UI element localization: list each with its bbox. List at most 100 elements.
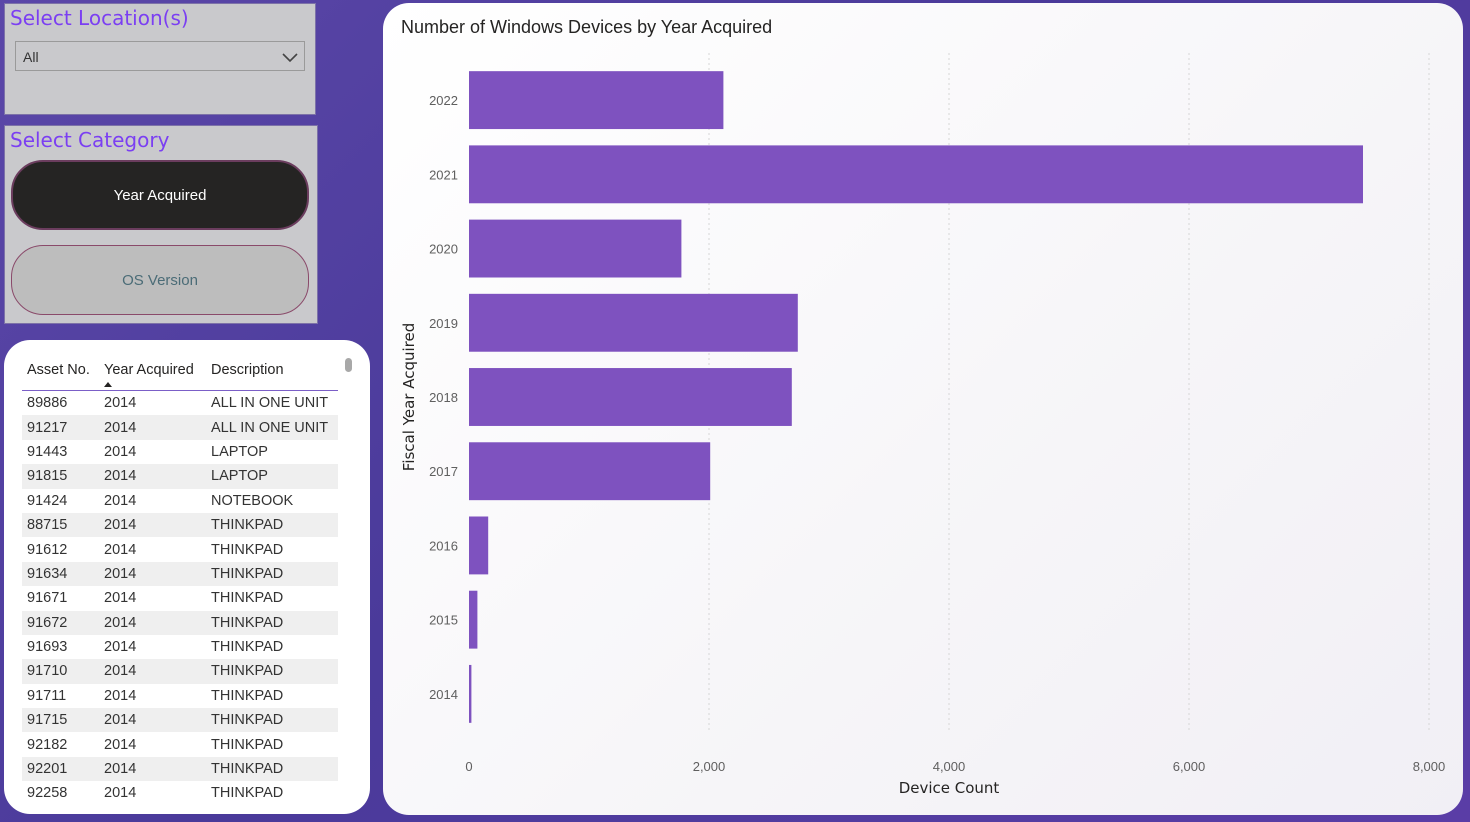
cell-asset-no: 91815 — [27, 468, 68, 485]
table-row[interactable]: 91710 2014 THINKPAD — [22, 659, 338, 684]
table-scrollbar[interactable] — [345, 358, 352, 372]
cell-year-acquired: 2014 — [104, 687, 137, 704]
column-header-asset-no[interactable]: Asset No. — [27, 362, 90, 378]
table-row[interactable]: 91612 2014 THINKPAD — [22, 537, 338, 562]
cell-year-acquired: 2014 — [104, 663, 137, 680]
table-body: 89886 2014 ALL IN ONE UNIT 91217 2014 ALL IN … — [22, 391, 338, 806]
year-acquired-button[interactable]: Year Acquired — [11, 160, 309, 230]
cell-asset-no: 91672 — [27, 614, 68, 631]
location-slicer-title: Select Location(s) — [10, 6, 189, 30]
cell-year-acquired: 2014 — [104, 614, 137, 631]
cell-asset-no: 91693 — [27, 639, 68, 656]
y-tick-label: 2015 — [429, 613, 458, 628]
cell-description: THINKPAD — [211, 565, 284, 582]
x-tick-label: 6,000 — [1173, 759, 1206, 774]
y-tick-label: 2018 — [429, 390, 458, 405]
column-header-year-acquired-label: Year Acquired — [104, 362, 194, 378]
cell-asset-no: 91634 — [27, 565, 68, 582]
table-row[interactable]: 91424 2014 NOTEBOOK — [22, 488, 338, 513]
bar-2015[interactable] — [469, 590, 478, 649]
column-header-description[interactable]: Description — [211, 362, 284, 378]
y-tick-label: 2021 — [429, 167, 458, 182]
cell-description: THINKPAD — [211, 517, 284, 534]
cell-asset-no: 91710 — [27, 663, 68, 680]
bar-2020[interactable] — [469, 219, 682, 278]
bar-2021[interactable] — [469, 145, 1363, 204]
cell-year-acquired: 2014 — [104, 785, 137, 802]
x-axis-title: Device Count — [899, 779, 1000, 797]
os-version-button[interactable]: OS Version — [11, 245, 309, 315]
table-row[interactable]: 92182 2014 THINKPAD — [22, 732, 338, 757]
cell-asset-no: 92182 — [27, 736, 68, 753]
table-row[interactable]: 91634 2014 THINKPAD — [22, 561, 338, 587]
cell-description: ALL IN ONE UNIT — [211, 419, 329, 436]
chart-title: Number of Windows Devices by Year Acquir… — [401, 17, 773, 37]
cell-year-acquired: 2014 — [104, 468, 137, 485]
category-slicer: Select Category Year Acquired OS Version — [4, 125, 318, 324]
cell-description: ALL IN ONE UNIT — [211, 395, 329, 412]
table-row[interactable]: 91672 2014 THINKPAD — [22, 610, 338, 635]
x-tick-label: 0 — [465, 759, 472, 774]
y-tick-label: 2022 — [429, 93, 458, 108]
cell-year-acquired: 2014 — [104, 419, 137, 436]
bar-2014[interactable] — [469, 664, 472, 723]
location-slicer: Select Location(s) All — [4, 3, 316, 115]
cell-year-acquired: 2014 — [104, 541, 137, 558]
table-row[interactable]: 92258 2014 THINKPAD — [22, 781, 338, 806]
y-tick-label: 2017 — [429, 464, 458, 479]
asset-table: Asset No. Year Acquired Description 8988… — [22, 358, 338, 806]
cell-year-acquired: 2014 — [104, 761, 137, 778]
cell-description: THINKPAD — [211, 687, 284, 704]
cell-year-acquired: 2014 — [104, 736, 137, 753]
bar-2022[interactable] — [469, 71, 724, 130]
bar-2019[interactable] — [469, 293, 798, 352]
cell-asset-no: 91671 — [27, 590, 68, 607]
cell-year-acquired: 2014 — [104, 443, 137, 460]
cell-asset-no: 91711 — [27, 687, 67, 704]
asset-table-card: Asset No. Year Acquired Description 8988… — [4, 340, 370, 814]
cell-asset-no: 91612 — [27, 541, 68, 558]
y-tick-label: 2019 — [429, 316, 458, 331]
chevron-down-icon[interactable] — [282, 50, 298, 68]
table-row[interactable]: 91671 2014 THINKPAD — [22, 586, 338, 611]
bar-2017[interactable] — [469, 442, 711, 501]
table-row[interactable]: 92201 2014 THINKPAD — [22, 756, 338, 782]
table-row[interactable]: 91217 2014 ALL IN ONE UNIT — [22, 415, 338, 440]
y-tick-label: 2014 — [429, 687, 458, 702]
y-tick-label: 2016 — [429, 538, 458, 553]
cell-asset-no: 92201 — [27, 761, 68, 778]
table-row[interactable]: 91815 2014 LAPTOP — [22, 464, 338, 489]
y-axis-title: Fiscal Year Acquired — [400, 323, 418, 471]
cell-asset-no: 89886 — [27, 395, 68, 412]
cell-description: NOTEBOOK — [211, 492, 294, 509]
cell-asset-no: 91217 — [27, 419, 68, 436]
cell-year-acquired: 2014 — [104, 565, 137, 582]
bar-2016[interactable] — [469, 516, 489, 575]
chart-card: 2022 2021 2020 2019 2018 2017 2016 2015 2014 0 2,0… — [383, 3, 1463, 815]
cell-description: THINKPAD — [211, 712, 284, 729]
category-slicer-title: Select Category — [10, 128, 170, 152]
cell-asset-no: 88715 — [27, 517, 68, 534]
table-row[interactable]: 91711 2014 THINKPAD — [22, 683, 338, 709]
cell-description: LAPTOP — [211, 443, 268, 460]
cell-year-acquired: 2014 — [104, 492, 137, 509]
table-row[interactable]: 88715 2014 THINKPAD — [22, 512, 338, 538]
column-header-year-acquired[interactable]: Year Acquired — [100, 358, 207, 387]
x-tick-label: 4,000 — [933, 759, 966, 774]
table-row[interactable]: 89886 2014 ALL IN ONE UNIT — [22, 391, 338, 416]
bar-2018[interactable] — [469, 368, 792, 426]
table-row[interactable]: 91693 2014 THINKPAD — [22, 634, 338, 660]
y-tick-label: 2020 — [429, 242, 458, 257]
cell-description: THINKPAD — [211, 663, 284, 680]
cell-asset-no: 91424 — [27, 492, 68, 509]
cell-year-acquired: 2014 — [104, 590, 137, 607]
table-row[interactable]: 91443 2014 LAPTOP — [22, 439, 338, 465]
table-row[interactable]: 91715 2014 THINKPAD — [22, 708, 338, 733]
cell-description: THINKPAD — [211, 761, 284, 778]
location-dropdown-value: All — [23, 49, 39, 65]
cell-description: THINKPAD — [211, 639, 284, 656]
location-dropdown[interactable]: All — [15, 41, 305, 71]
x-tick-label: 8,000 — [1413, 759, 1446, 774]
cell-asset-no: 92258 — [27, 785, 68, 802]
sort-ascending-icon — [104, 378, 112, 387]
